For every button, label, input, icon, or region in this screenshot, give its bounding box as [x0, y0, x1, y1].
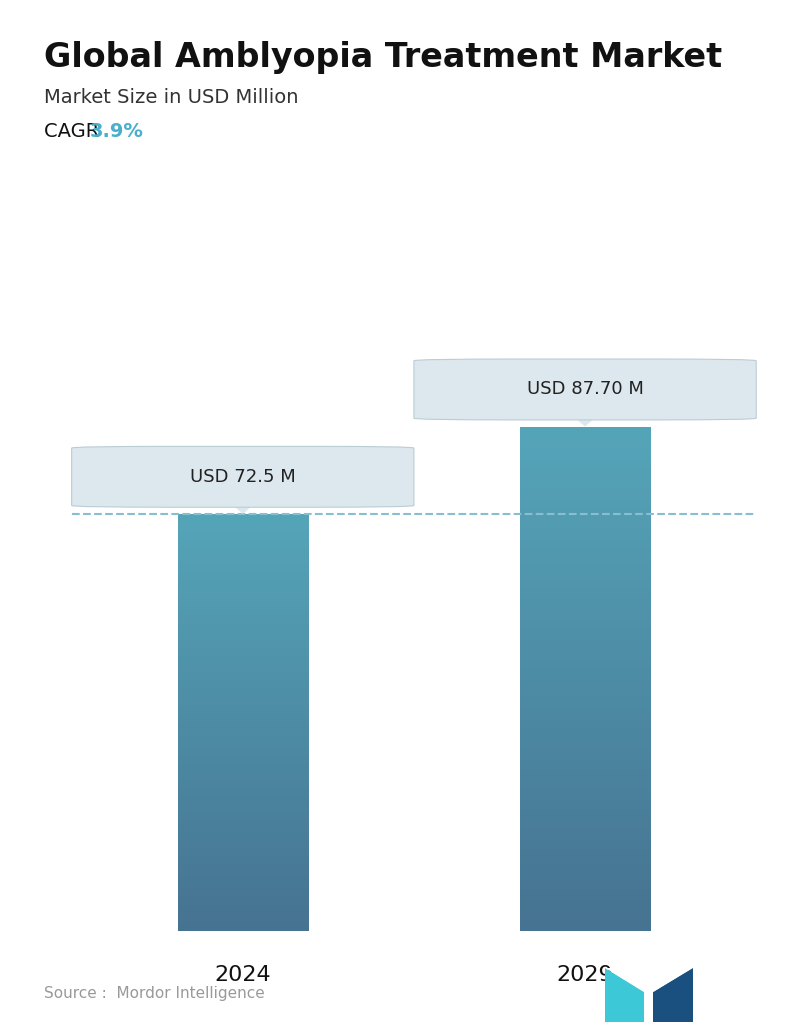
- FancyBboxPatch shape: [414, 359, 756, 420]
- Text: 3.9%: 3.9%: [89, 122, 143, 141]
- Text: CAGR: CAGR: [44, 122, 105, 141]
- Text: USD 72.5 M: USD 72.5 M: [190, 467, 295, 486]
- Polygon shape: [234, 506, 252, 513]
- Polygon shape: [605, 968, 645, 1022]
- Text: Source :  Mordor Intelligence: Source : Mordor Intelligence: [44, 985, 264, 1001]
- FancyBboxPatch shape: [72, 447, 414, 508]
- Text: Global Amblyopia Treatment Market: Global Amblyopia Treatment Market: [44, 41, 722, 74]
- Text: 2029: 2029: [556, 965, 614, 985]
- Polygon shape: [576, 418, 594, 426]
- Text: Market Size in USD Million: Market Size in USD Million: [44, 88, 298, 107]
- Polygon shape: [645, 992, 654, 1022]
- Polygon shape: [605, 968, 645, 992]
- Text: USD 87.70 M: USD 87.70 M: [527, 381, 643, 398]
- Polygon shape: [654, 968, 693, 1022]
- Text: 2024: 2024: [214, 965, 271, 985]
- Polygon shape: [654, 968, 693, 992]
